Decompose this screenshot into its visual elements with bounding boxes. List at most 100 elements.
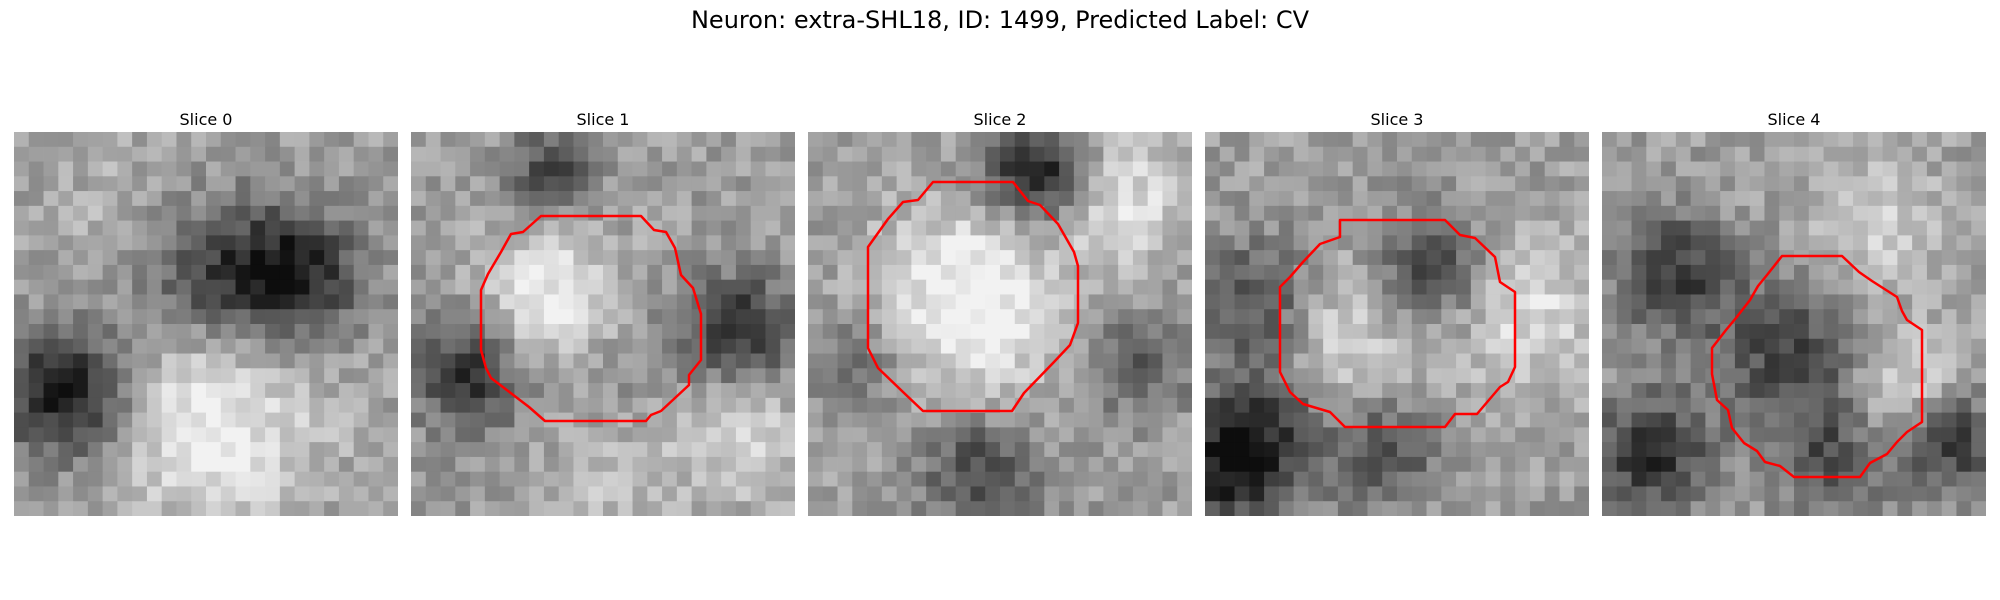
image-pixel — [706, 146, 722, 162]
image-pixel — [1044, 235, 1060, 251]
image-pixel — [43, 250, 59, 266]
image-pixel — [1926, 383, 1943, 399]
image-pixel — [1162, 264, 1178, 281]
image-pixel — [1544, 471, 1560, 487]
image-pixel — [1853, 338, 1869, 354]
image-pixel — [1397, 264, 1413, 281]
image-pixel — [588, 338, 604, 354]
image-pixel — [1249, 353, 1265, 369]
image-pixel — [617, 309, 633, 325]
image-pixel — [529, 264, 545, 281]
image-pixel — [647, 176, 663, 192]
image-pixel — [220, 456, 236, 473]
image-pixel — [603, 220, 619, 236]
image-pixel — [1147, 456, 1163, 473]
image-pixel — [706, 309, 722, 325]
image-pixel — [1177, 176, 1192, 192]
image-pixel — [1470, 161, 1487, 177]
image-pixel — [1838, 397, 1854, 414]
image-pixel — [1690, 442, 1706, 458]
image-pixel — [1631, 264, 1647, 281]
image-pixel — [735, 412, 752, 428]
image-pixel — [353, 501, 369, 516]
image-pixel — [721, 264, 737, 281]
image-pixel — [1912, 250, 1928, 266]
image-pixel — [1559, 442, 1575, 458]
image-pixel — [1132, 471, 1149, 487]
image-pixel — [573, 294, 589, 310]
image-pixel — [676, 176, 693, 192]
image-pixel — [1646, 176, 1662, 192]
image-pixel — [87, 161, 104, 177]
image-pixel — [1029, 294, 1045, 310]
image-pixel — [543, 191, 560, 207]
image-pixel — [1278, 442, 1295, 458]
image-pixel — [1602, 442, 1618, 458]
image-pixel — [573, 146, 589, 162]
image-pixel — [1382, 353, 1398, 369]
image-pixel — [1485, 235, 1501, 251]
image-pixel — [1397, 294, 1413, 310]
image-pixel — [617, 442, 633, 458]
image-pixel — [588, 191, 604, 207]
image-pixel — [220, 279, 236, 295]
image-pixel — [543, 309, 560, 325]
image-pixel — [721, 456, 737, 473]
image-pixel — [1912, 132, 1928, 148]
image-pixel — [514, 486, 530, 502]
image-pixel — [1426, 309, 1442, 325]
image-pixel — [1544, 161, 1560, 177]
image-pixel — [117, 309, 133, 325]
image-pixel — [1853, 294, 1869, 310]
image-pixel — [1426, 412, 1442, 428]
image-pixel — [1956, 501, 1972, 516]
image-pixel — [1411, 294, 1427, 310]
image-pixel — [1838, 412, 1854, 428]
image-pixel — [1675, 412, 1692, 428]
image-pixel — [940, 353, 957, 369]
image-pixel — [1823, 501, 1839, 516]
image-pixel — [1088, 309, 1104, 325]
image-pixel — [543, 353, 560, 369]
image-pixel — [499, 486, 515, 502]
image-pixel — [970, 161, 986, 177]
image-pixel — [1029, 456, 1045, 473]
image-pixel — [896, 501, 912, 516]
image-pixel — [940, 368, 957, 384]
image-pixel — [691, 486, 707, 502]
image-pixel — [220, 294, 236, 310]
image-pixel — [837, 250, 853, 266]
image-pixel — [1882, 456, 1898, 473]
image-pixel — [1293, 471, 1309, 487]
image-pixel — [1441, 161, 1457, 177]
image-pixel — [558, 235, 574, 251]
image-pixel — [852, 294, 868, 310]
image-pixel — [1602, 309, 1618, 325]
image-pixel — [161, 161, 177, 177]
image-pixel — [1470, 353, 1487, 369]
image-pixel — [1616, 235, 1632, 251]
image-pixel — [1853, 486, 1869, 502]
image-pixel — [750, 442, 766, 458]
image-pixel — [1323, 397, 1339, 414]
image-pixel — [691, 442, 707, 458]
image-pixel — [455, 235, 471, 251]
image-pixel — [1219, 279, 1235, 295]
image-pixel — [765, 368, 781, 384]
image-pixel — [852, 412, 868, 428]
image-pixel — [1014, 235, 1030, 251]
image-pixel — [1853, 250, 1869, 266]
image-pixel — [867, 279, 883, 295]
image-pixel — [338, 220, 355, 236]
image-pixel — [955, 412, 971, 428]
image-pixel — [1897, 324, 1913, 340]
image-pixel — [837, 191, 853, 207]
image-pixel — [1337, 353, 1354, 369]
image-pixel — [1853, 279, 1869, 295]
image-pixel — [1367, 427, 1383, 443]
image-pixel — [28, 220, 44, 236]
image-pixel — [1661, 412, 1677, 428]
image-pixel — [470, 264, 486, 281]
image-pixel — [1720, 397, 1736, 414]
image-pixel — [1293, 456, 1309, 473]
